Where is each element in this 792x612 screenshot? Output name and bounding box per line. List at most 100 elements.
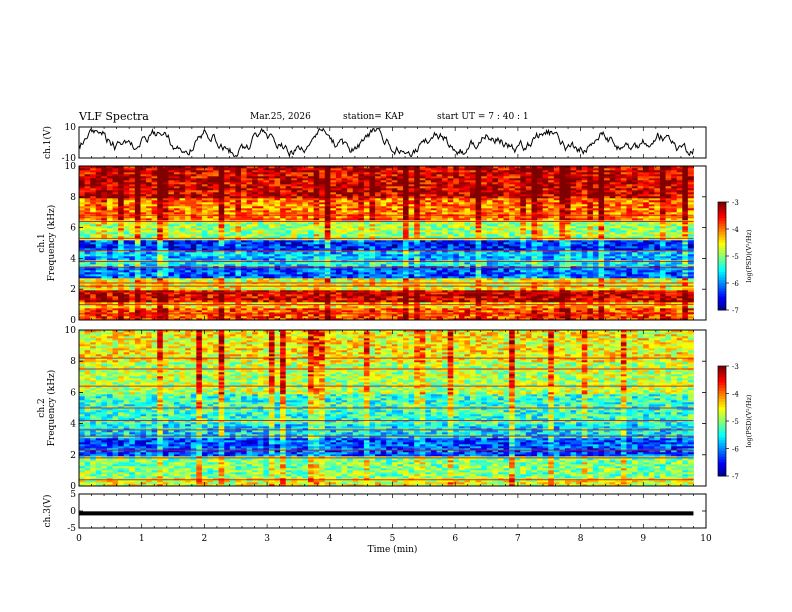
ch2-spectrogram-colorbar-cell xyxy=(718,385,726,389)
ch2-spectrogram-colorbar-cell xyxy=(718,412,726,416)
ch2-spectrogram-colorbar-tick-label: -5 xyxy=(732,418,739,426)
ch2-spectrogram-ytick-label: 6 xyxy=(70,388,76,398)
ch1-spectrogram-cells xyxy=(79,166,694,321)
time-axis-tick-label: 1 xyxy=(139,534,145,544)
time-axis-tick-label: 2 xyxy=(202,534,208,544)
time-axis-tick-label: 9 xyxy=(640,534,646,544)
ch2-spectrogram-colorbar-cell xyxy=(718,366,726,370)
ch2-spectrogram-ytick-label: 2 xyxy=(70,451,76,461)
ch2-spectrogram-colorbar-cell xyxy=(718,371,726,375)
ch2-spectrogram-ytick-label: 8 xyxy=(70,357,76,367)
figure-title: VLF Spectra xyxy=(79,110,149,123)
ch2-spectrogram-colorbar-cell xyxy=(718,456,726,460)
ch2-spectrogram-colorbar-cell xyxy=(718,368,726,372)
ch1-spectrogram-ylabel: Frequency (kHz) xyxy=(46,205,57,282)
time-axis-tick-label: 5 xyxy=(390,534,396,544)
ch1-spectrogram-colorbar-label: log(PSD)(V²/Hz) xyxy=(745,229,753,282)
ch3-signal-band xyxy=(79,511,694,516)
ch1-time-ytick-label: 10 xyxy=(65,123,77,133)
ch1-spectrogram-colorbar-cell xyxy=(718,210,726,214)
ch1-spectrogram-colorbar-cell xyxy=(718,204,726,208)
ch1-spectrogram-ytick-label: 8 xyxy=(70,193,76,203)
ch2-spectrogram-colorbar-label: log(PSD)(V²/Hz) xyxy=(745,394,753,447)
ch2-spectrogram-colorbar-tick-label: -3 xyxy=(732,363,739,371)
ch2-spectrogram-colorbar-cell xyxy=(718,396,726,400)
ch1-spectrogram-colorbar-cell xyxy=(718,280,726,284)
ch3-time-ytick-label: -5 xyxy=(67,524,76,534)
start-time-label: start UT = 7 : 40 : 1 xyxy=(437,112,529,122)
ch1-spectrogram-colorbar-cell xyxy=(718,242,726,246)
ch2-spectrogram-ylabel: ch.2 xyxy=(37,398,47,417)
ch1-spectrogram-colorbar-cell xyxy=(718,223,726,227)
ch2-spectrogram-ytick-label: 0 xyxy=(70,482,76,492)
ch1-spectrogram-colorbar-cell xyxy=(718,272,726,276)
ch2-spectrogram-colorbar-tick-label: -4 xyxy=(732,391,739,399)
ch1-spectrogram-colorbar-tick-label: -3 xyxy=(732,199,739,207)
ch2-spectrogram-colorbar-cell xyxy=(718,445,726,449)
ch2-spectrogram-colorbar-cell xyxy=(718,454,726,458)
ch2-spectrogram-colorbar-cell xyxy=(718,388,726,392)
date-label: Mar.25, 2026 xyxy=(250,112,311,122)
ch2-spectrogram-colorbar-tick-label: -7 xyxy=(732,473,739,481)
ch3-time-ytick-label: 0 xyxy=(70,507,76,517)
ch2-spectrogram-colorbar-cell xyxy=(718,467,726,471)
ch2-spectrogram-ytick-label: 4 xyxy=(70,420,76,430)
ch1-spectrogram-colorbar-cell xyxy=(718,296,726,300)
ch1-spectrogram-colorbar-cell xyxy=(718,293,726,297)
ch1-spectrogram-colorbar-cell xyxy=(718,207,726,211)
ch2-spectrogram-cells xyxy=(79,330,694,487)
ch1-spectrogram-colorbar-cell xyxy=(718,285,726,289)
ch1-spectrogram-colorbar-cell xyxy=(718,288,726,292)
ch2-spectrogram-colorbar-cell xyxy=(718,426,726,430)
ch2-spectrogram-colorbar-cell xyxy=(718,415,726,419)
ch2-spectrogram-colorbar-cell xyxy=(718,459,726,463)
ch2-spectrogram-ytick-label: 10 xyxy=(65,326,77,336)
ch1-spectrogram-colorbar-tick-label: -4 xyxy=(732,226,739,234)
ch2-spectrogram-colorbar-cell xyxy=(718,407,726,411)
ch1-spectrogram-colorbar-cell xyxy=(718,283,726,287)
ch2-spectrogram-colorbar-cell xyxy=(718,390,726,394)
station-label: station= KAP xyxy=(343,112,404,122)
ch2-spectrogram-colorbar-cell xyxy=(718,377,726,381)
ch2-spectrogram-colorbar-cell xyxy=(718,470,726,474)
ch2-spectrogram-colorbar-cell xyxy=(718,462,726,466)
ch1-spectrogram-colorbar-cell xyxy=(718,247,726,252)
ch1-spectrogram-colorbar-cell xyxy=(718,231,726,235)
ch1-spectrogram-ytick-label: 6 xyxy=(70,224,76,234)
ch3-time-ylabel: ch.3(V) xyxy=(42,495,53,528)
ch2-spectrogram-colorbar-cell xyxy=(718,382,726,386)
ch1-spectrogram-colorbar-cell xyxy=(718,264,726,268)
ch2-spectrogram-ylabel: Frequency (kHz) xyxy=(46,370,57,447)
ch2-spectrogram-colorbar-cell xyxy=(718,440,726,444)
ch1-spectrogram-colorbar-cell xyxy=(718,258,726,262)
ch1-waveform-line xyxy=(78,127,694,159)
ch1-spectrogram-colorbar-cell xyxy=(718,229,726,233)
ch1-time-ylabel: ch.1(V) xyxy=(42,126,53,159)
ch1-spectrogram-colorbar-cell xyxy=(718,274,726,279)
time-axis-label: Time (min) xyxy=(368,544,418,555)
ch1-spectrogram-colorbar-cell xyxy=(718,239,726,243)
ch1-spectrogram-colorbar-cell xyxy=(718,253,726,257)
time-axis-tick-label: 6 xyxy=(452,534,458,544)
ch1-time-ytick-label: -10 xyxy=(62,154,77,164)
ch1-spectrogram-colorbar-cell xyxy=(718,266,726,270)
ch1-spectrogram-colorbar-cell xyxy=(718,220,726,225)
time-axis-tick-label: 10 xyxy=(700,534,712,544)
ch1-spectrogram-colorbar-cell xyxy=(718,212,726,216)
ch1-spectrogram-colorbar-cell xyxy=(718,299,726,303)
ch1-spectrogram-colorbar-cell xyxy=(718,261,726,265)
ch3-time-frame xyxy=(78,493,707,529)
ch1-spectrogram-colorbar-cell xyxy=(718,291,726,295)
ch1-spectrogram-colorbar-cell xyxy=(718,301,726,306)
ch1-spectrogram-colorbar-cell xyxy=(718,215,726,219)
ch1-spectrogram-colorbar-tick-label: -7 xyxy=(732,307,739,315)
ch2-spectrogram-colorbar-cell xyxy=(718,418,726,422)
ch2-spectrogram-colorbar-cell xyxy=(718,465,726,469)
ch1-spectrogram-colorbar-cell xyxy=(718,250,726,254)
time-axis-tick-label: 0 xyxy=(76,534,82,544)
ch1-spectrogram-colorbar-cell xyxy=(718,277,726,281)
ch2-spectrogram-colorbar-cell xyxy=(718,379,726,383)
ch2-spectrogram-colorbar-cell xyxy=(718,421,726,425)
ch2-spectrogram-colorbar-cell xyxy=(718,473,726,477)
ch2-spectrogram-colorbar-cell xyxy=(718,410,726,414)
